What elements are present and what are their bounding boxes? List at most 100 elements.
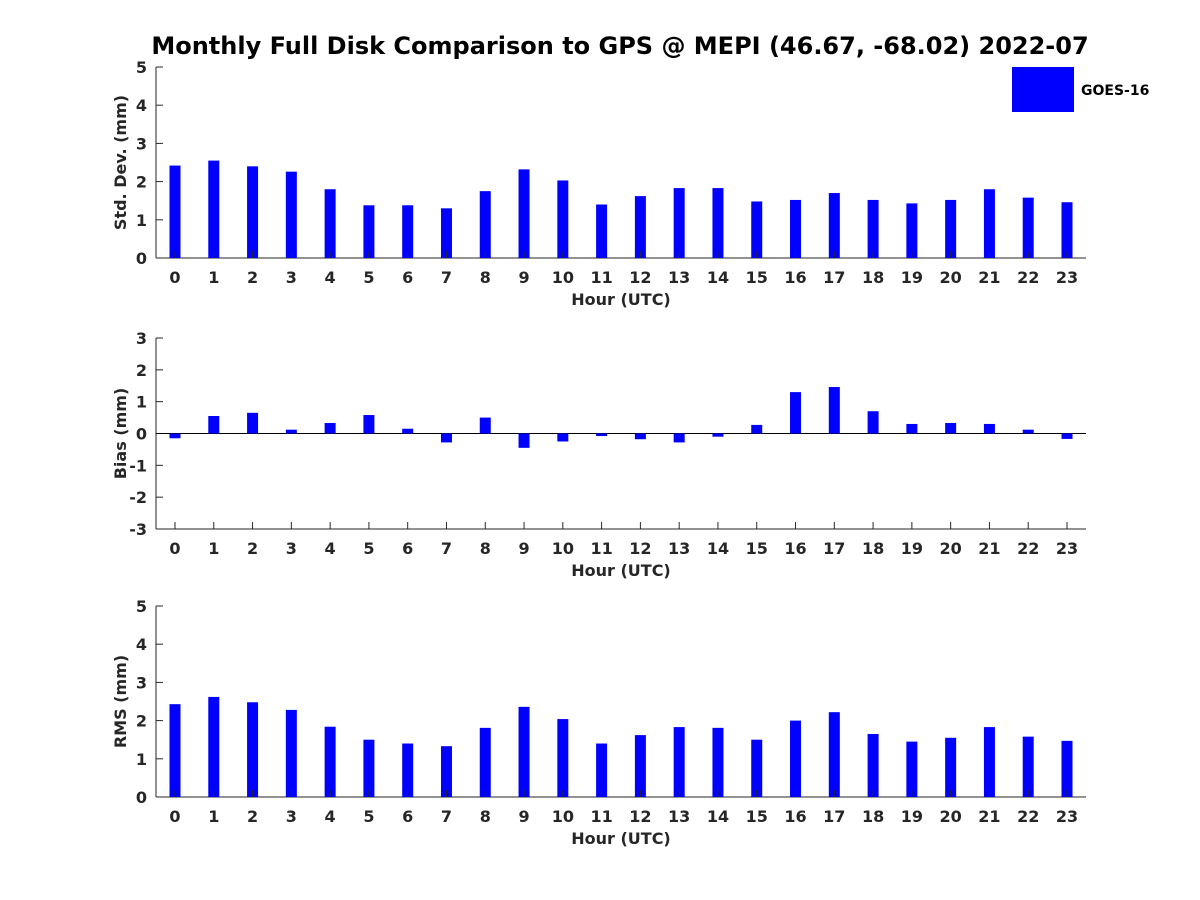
x-tick-label: 15: [746, 539, 768, 558]
bar-7: [440, 433, 452, 443]
x-tick-label: 18: [862, 268, 884, 287]
bar-21: [983, 189, 995, 258]
x-tick-label: 8: [480, 268, 491, 287]
bar-7: [440, 208, 452, 258]
y-tick-label: -2: [129, 488, 147, 507]
bar-18: [867, 411, 879, 434]
x-tick-label: 20: [940, 539, 962, 558]
x-tick-label: 5: [363, 807, 374, 826]
bar-5: [363, 739, 375, 797]
legend-swatch: [1012, 67, 1074, 112]
bar-16: [790, 720, 802, 797]
x-tick-label: 3: [286, 268, 297, 287]
bar-21: [983, 423, 995, 434]
y-tick-label: 1: [136, 750, 147, 769]
x-axis-label: Hour (UTC): [571, 561, 671, 580]
y-tick-label: 2: [136, 173, 147, 192]
bar-11: [596, 743, 608, 797]
bar-22: [1022, 429, 1034, 434]
x-tick-label: 20: [940, 268, 962, 287]
bar-13: [673, 727, 685, 797]
x-tick-label: 10: [552, 268, 574, 287]
x-tick-label: 10: [552, 539, 574, 558]
bar-3: [285, 709, 297, 797]
x-tick-label: 0: [169, 807, 180, 826]
y-tick-label: 1: [136, 211, 147, 230]
x-tick-label: 12: [629, 268, 651, 287]
x-tick-label: 14: [707, 807, 729, 826]
x-tick-label: 19: [901, 807, 923, 826]
bar-17: [828, 712, 840, 797]
x-tick-label: 5: [363, 268, 374, 287]
x-tick-label: 3: [286, 539, 297, 558]
x-tick-label: 16: [784, 539, 806, 558]
x-tick-label: 15: [746, 268, 768, 287]
bar-23: [1061, 202, 1073, 258]
x-tick-label: 6: [402, 268, 413, 287]
x-tick-label: 7: [441, 268, 452, 287]
x-tick-label: 2: [247, 807, 258, 826]
bar-1: [208, 160, 220, 258]
x-tick-label: 22: [1017, 807, 1039, 826]
bar-19: [906, 203, 918, 258]
x-axis-label: Hour (UTC): [571, 290, 671, 309]
bar-7: [440, 746, 452, 797]
x-tick-label: 20: [940, 807, 962, 826]
x-tick-label: 7: [441, 539, 452, 558]
x-tick-label: 21: [978, 807, 1000, 826]
x-tick-label: 15: [746, 807, 768, 826]
x-tick-label: 7: [441, 807, 452, 826]
bar-13: [673, 188, 685, 258]
bar-2: [247, 412, 259, 434]
legend: GOES-16: [1012, 67, 1149, 112]
bar-6: [402, 743, 414, 797]
x-tick-label: 8: [480, 807, 491, 826]
x-tick-label: 21: [978, 268, 1000, 287]
x-tick-label: 8: [480, 539, 491, 558]
bar-5: [363, 415, 375, 434]
x-tick-label: 17: [823, 268, 845, 287]
bar-15: [751, 739, 763, 797]
bar-12: [634, 196, 646, 258]
x-tick-label: 22: [1017, 539, 1039, 558]
bar-17: [828, 387, 840, 434]
x-axis-label: Hour (UTC): [571, 829, 671, 848]
bar-8: [479, 417, 491, 434]
bar-6: [402, 205, 414, 258]
y-tick-label: 0: [136, 788, 147, 807]
bar-4: [324, 422, 336, 434]
bar-15: [751, 424, 763, 434]
x-tick-label: 3: [286, 807, 297, 826]
bar-16: [790, 392, 802, 434]
bar-2: [247, 702, 259, 797]
x-tick-label: 17: [823, 807, 845, 826]
bar-10: [557, 433, 569, 442]
bar-16: [790, 199, 802, 258]
y-tick-label: 1: [136, 393, 147, 412]
bar-19: [906, 423, 918, 434]
x-tick-label: 18: [862, 539, 884, 558]
bar-14: [712, 433, 724, 437]
x-tick-label: 18: [862, 807, 884, 826]
x-tick-label: 1: [208, 807, 219, 826]
bar-15: [751, 201, 763, 258]
x-tick-label: 21: [978, 539, 1000, 558]
y-tick-label: -3: [129, 520, 147, 539]
bar-8: [479, 727, 491, 797]
y-tick-label: 2: [136, 712, 147, 731]
x-tick-label: 14: [707, 268, 729, 287]
x-tick-label: 13: [668, 268, 690, 287]
bar-0: [169, 165, 181, 258]
bar-13: [673, 433, 685, 443]
bar-18: [867, 199, 879, 258]
bar-9: [518, 433, 530, 448]
bar-22: [1022, 197, 1034, 258]
bar-21: [983, 727, 995, 797]
x-tick-label: 13: [668, 539, 690, 558]
x-tick-label: 12: [629, 807, 651, 826]
x-tick-label: 23: [1056, 539, 1078, 558]
bar-17: [828, 193, 840, 258]
x-tick-label: 4: [325, 807, 336, 826]
